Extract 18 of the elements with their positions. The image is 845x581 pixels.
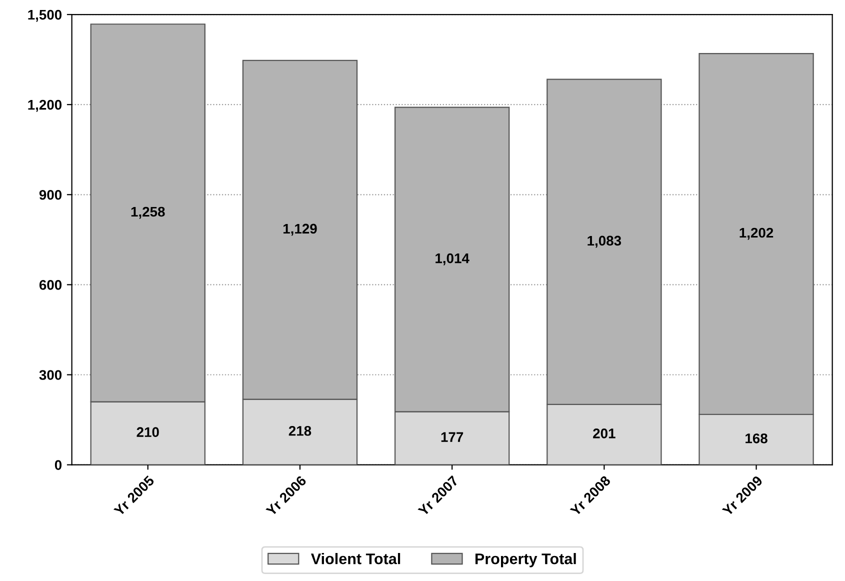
y-tick-label: 600 (39, 280, 62, 290)
data-label: 218 (288, 426, 312, 436)
y-tick-label: 0 (54, 460, 62, 470)
data-label: 1,083 (588, 236, 622, 248)
data-label: 210 (136, 427, 159, 438)
y-tick-label: 1,500 (28, 10, 62, 22)
data-label: 201 (593, 428, 616, 438)
legend-label: Violent Total (310, 553, 400, 564)
data-label: 1,129 (283, 224, 317, 236)
data-label: 1,202 (740, 228, 774, 240)
data-label: 177 (441, 432, 464, 442)
y-tick-label: 900 (39, 190, 62, 200)
legend-label: Property Total (475, 553, 576, 568)
data-label: 168 (746, 433, 768, 444)
data-label: 1,258 (131, 206, 165, 219)
data-label: 1,014 (436, 253, 470, 266)
y-tick-label: 1,200 (28, 100, 62, 112)
y-tick-label: 300 (39, 370, 62, 380)
